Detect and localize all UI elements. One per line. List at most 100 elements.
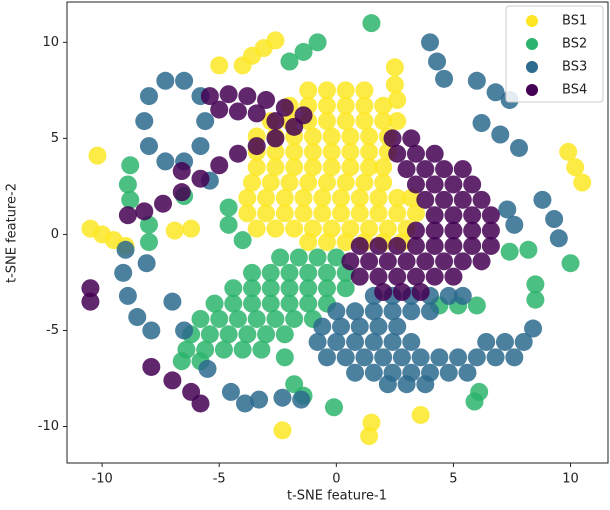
point: [472, 114, 491, 133]
point: [165, 221, 184, 240]
point: [406, 204, 425, 223]
point: [416, 160, 435, 179]
point: [257, 204, 276, 223]
legend-label: BS4: [562, 83, 587, 98]
legend-label: BS2: [562, 37, 587, 52]
point: [142, 321, 161, 340]
point: [191, 394, 210, 413]
point: [444, 236, 463, 255]
point: [444, 206, 463, 225]
point: [369, 236, 388, 255]
point: [505, 348, 524, 367]
x-tick-label: -5: [213, 472, 226, 487]
point: [392, 283, 411, 302]
point: [355, 173, 374, 192]
point: [317, 233, 336, 252]
point: [421, 302, 440, 321]
point: [243, 173, 262, 192]
point: [385, 58, 404, 77]
point: [374, 158, 393, 177]
point: [294, 204, 313, 223]
point: [139, 233, 158, 252]
point: [470, 382, 489, 401]
point: [416, 190, 435, 209]
point: [402, 129, 421, 148]
point: [332, 204, 351, 223]
point: [355, 112, 374, 131]
legend-label: BS3: [562, 60, 587, 75]
point: [332, 317, 351, 336]
point: [392, 348, 411, 367]
legend-marker: [526, 15, 538, 27]
point: [406, 236, 425, 255]
point: [444, 267, 463, 286]
point: [336, 96, 355, 115]
point: [425, 206, 444, 225]
point: [163, 292, 182, 311]
point: [385, 75, 404, 94]
point: [435, 160, 454, 179]
point: [273, 388, 292, 407]
point: [374, 96, 393, 115]
point: [360, 252, 379, 271]
point: [233, 231, 252, 250]
point: [463, 221, 482, 240]
point: [360, 427, 379, 446]
point: [243, 279, 262, 298]
point: [172, 352, 191, 371]
point: [397, 160, 416, 179]
point: [266, 112, 285, 131]
point: [458, 363, 477, 382]
point: [481, 236, 500, 255]
point: [261, 173, 280, 192]
point: [299, 263, 318, 282]
point: [425, 236, 444, 255]
legend-label: BS1: [562, 14, 587, 29]
point: [182, 219, 201, 238]
legend-marker: [526, 38, 538, 50]
point: [439, 363, 458, 382]
x-tick-label: 0: [332, 472, 340, 487]
point: [425, 221, 444, 240]
point: [388, 204, 407, 223]
point: [257, 90, 276, 109]
point: [383, 129, 402, 148]
point: [498, 200, 517, 219]
point: [308, 332, 327, 351]
point: [156, 152, 175, 171]
point: [406, 144, 425, 163]
point: [526, 290, 545, 309]
point: [327, 332, 346, 351]
point: [327, 248, 346, 267]
point: [463, 206, 482, 225]
point: [317, 112, 336, 131]
plot-frame: [66, 1, 609, 464]
point: [566, 158, 585, 177]
point: [210, 56, 229, 75]
point: [533, 190, 552, 209]
point: [388, 144, 407, 163]
point: [81, 279, 100, 298]
point: [228, 144, 247, 163]
point: [292, 390, 311, 409]
point: [118, 175, 137, 194]
point: [514, 332, 533, 351]
point: [247, 219, 266, 238]
point: [219, 325, 238, 344]
point: [303, 158, 322, 177]
point: [317, 279, 336, 298]
x-tick-label: -10: [92, 472, 113, 487]
point: [308, 33, 327, 52]
point: [369, 267, 388, 286]
point: [524, 319, 543, 338]
point: [467, 296, 486, 315]
point: [210, 156, 229, 175]
point: [435, 252, 454, 271]
point: [388, 267, 407, 286]
point: [350, 267, 369, 286]
point: [118, 206, 137, 225]
point: [317, 96, 336, 115]
point: [266, 129, 285, 148]
point: [350, 236, 369, 255]
